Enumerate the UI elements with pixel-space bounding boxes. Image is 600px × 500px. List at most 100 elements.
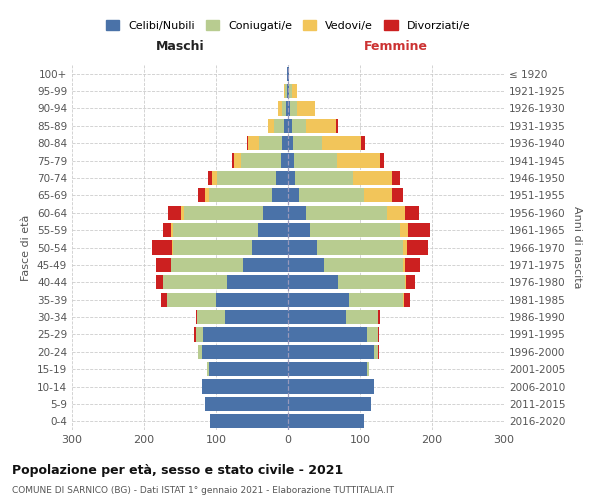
- Bar: [244, 258, 288, 272]
- Bar: [336, 118, 338, 133]
- Bar: [252, 240, 288, 254]
- Bar: [288, 380, 374, 394]
- Bar: [278, 102, 281, 116]
- Bar: [404, 292, 410, 307]
- Bar: [288, 362, 367, 376]
- Bar: [298, 102, 316, 116]
- Bar: [284, 118, 288, 133]
- Bar: [378, 310, 380, 324]
- Bar: [205, 397, 288, 411]
- Bar: [163, 275, 227, 289]
- Bar: [288, 258, 324, 272]
- Bar: [268, 118, 274, 133]
- Bar: [288, 102, 290, 116]
- Bar: [299, 188, 364, 202]
- Bar: [288, 240, 317, 254]
- Bar: [317, 240, 403, 254]
- Bar: [292, 84, 298, 98]
- Bar: [288, 84, 289, 98]
- Bar: [163, 223, 172, 237]
- Bar: [392, 171, 400, 185]
- Bar: [232, 154, 234, 168]
- Bar: [167, 292, 216, 307]
- Bar: [386, 206, 404, 220]
- Bar: [310, 223, 400, 237]
- Bar: [406, 258, 420, 272]
- Bar: [161, 292, 167, 307]
- Bar: [404, 206, 419, 220]
- Bar: [353, 171, 392, 185]
- Bar: [181, 206, 184, 220]
- Text: Femmine: Femmine: [364, 40, 428, 53]
- Bar: [361, 136, 365, 150]
- Y-axis label: Anni di nascita: Anni di nascita: [572, 206, 582, 289]
- Bar: [288, 344, 374, 359]
- Bar: [202, 380, 288, 394]
- Bar: [288, 328, 367, 342]
- Bar: [212, 171, 217, 185]
- Bar: [248, 136, 259, 150]
- Bar: [197, 310, 224, 324]
- Bar: [364, 188, 392, 202]
- Bar: [367, 362, 368, 376]
- Bar: [378, 344, 379, 359]
- Bar: [403, 258, 406, 272]
- Bar: [292, 118, 306, 133]
- Bar: [346, 310, 378, 324]
- Bar: [404, 275, 406, 289]
- Bar: [288, 292, 349, 307]
- Bar: [295, 171, 353, 185]
- Bar: [338, 275, 404, 289]
- Bar: [169, 206, 181, 220]
- Bar: [349, 292, 403, 307]
- Bar: [287, 84, 288, 98]
- Bar: [367, 328, 378, 342]
- Bar: [281, 102, 286, 116]
- Bar: [194, 328, 196, 342]
- Bar: [288, 275, 338, 289]
- Bar: [286, 102, 288, 116]
- Bar: [288, 414, 364, 428]
- Bar: [288, 171, 295, 185]
- Bar: [156, 275, 163, 289]
- Bar: [198, 344, 202, 359]
- Bar: [284, 84, 285, 98]
- Bar: [380, 154, 384, 168]
- Bar: [241, 154, 281, 168]
- Bar: [259, 136, 282, 150]
- Bar: [196, 328, 203, 342]
- Bar: [392, 188, 403, 202]
- Bar: [224, 310, 288, 324]
- Bar: [294, 154, 337, 168]
- Bar: [288, 66, 289, 81]
- Text: Popolazione per età, sesso e stato civile - 2021: Popolazione per età, sesso e stato civil…: [12, 464, 343, 477]
- Bar: [209, 188, 272, 202]
- Bar: [263, 206, 288, 220]
- Y-axis label: Fasce di età: Fasce di età: [22, 214, 31, 280]
- Bar: [208, 171, 212, 185]
- Bar: [156, 258, 170, 272]
- Bar: [198, 188, 205, 202]
- Bar: [400, 223, 408, 237]
- Bar: [184, 206, 263, 220]
- Bar: [203, 328, 288, 342]
- Bar: [210, 414, 288, 428]
- Bar: [403, 240, 407, 254]
- Bar: [408, 223, 430, 237]
- Bar: [322, 136, 361, 150]
- Bar: [288, 397, 371, 411]
- Bar: [173, 223, 258, 237]
- Bar: [406, 275, 415, 289]
- Bar: [288, 223, 310, 237]
- Bar: [172, 258, 244, 272]
- Bar: [306, 206, 386, 220]
- Bar: [288, 188, 299, 202]
- Bar: [285, 84, 287, 98]
- Bar: [216, 292, 288, 307]
- Bar: [378, 328, 379, 342]
- Bar: [217, 171, 277, 185]
- Bar: [272, 188, 288, 202]
- Bar: [208, 362, 209, 376]
- Bar: [324, 258, 403, 272]
- Bar: [306, 118, 336, 133]
